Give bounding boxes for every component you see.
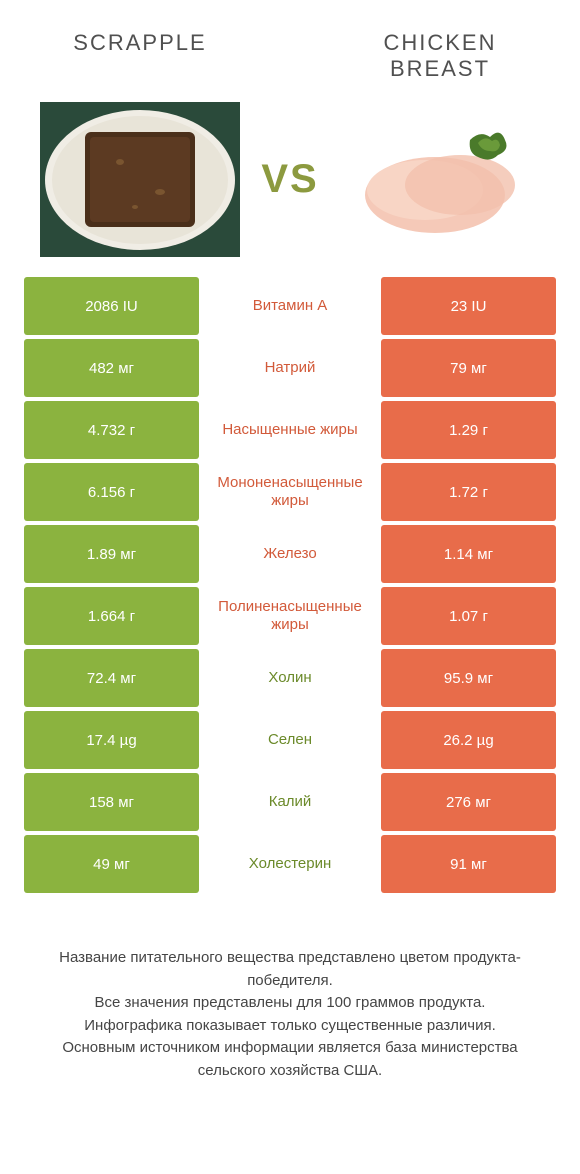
right-value: 1.72 г	[381, 463, 556, 521]
left-food-title: SCRAPPLE	[40, 30, 240, 82]
footer-line: Название питательного вещества представл…	[30, 947, 550, 992]
images-row: VS	[0, 92, 580, 277]
table-row: 482 мгНатрий79 мг	[24, 339, 556, 397]
table-row: 6.156 гМононенасыщенные жиры1.72 г	[24, 463, 556, 521]
table-row: 72.4 мгХолин95.9 мг	[24, 649, 556, 707]
nutrient-label: Холин	[199, 649, 381, 707]
table-row: 1.664 гПолиненасыщенные жиры1.07 г	[24, 587, 556, 645]
table-row: 4.732 гНасыщенные жиры1.29 г	[24, 401, 556, 459]
footer-line: Основным источником информации является …	[30, 1037, 550, 1082]
nutrient-label: Железо	[199, 525, 381, 583]
right-food-title: CHICKEN BREAST	[340, 30, 540, 82]
nutrient-label: Холестерин	[199, 835, 381, 893]
nutrient-label: Полиненасыщенные жиры	[199, 587, 381, 645]
left-value: 17.4 µg	[24, 711, 199, 769]
nutrient-label: Селен	[199, 711, 381, 769]
vs-label: VS	[261, 157, 318, 202]
left-value: 72.4 мг	[24, 649, 199, 707]
nutrient-label: Натрий	[199, 339, 381, 397]
left-value: 1.664 г	[24, 587, 199, 645]
right-value: 23 IU	[381, 277, 556, 335]
left-value: 2086 IU	[24, 277, 199, 335]
chicken-image	[340, 102, 540, 257]
right-value: 1.14 мг	[381, 525, 556, 583]
left-value: 49 мг	[24, 835, 199, 893]
right-value: 1.29 г	[381, 401, 556, 459]
table-row: 1.89 мгЖелезо1.14 мг	[24, 525, 556, 583]
footer-line: Инфографика показывает только существенн…	[30, 1015, 550, 1038]
left-value: 158 мг	[24, 773, 199, 831]
table-row: 17.4 µgСелен26.2 µg	[24, 711, 556, 769]
left-value: 6.156 г	[24, 463, 199, 521]
right-value: 276 мг	[381, 773, 556, 831]
left-value: 4.732 г	[24, 401, 199, 459]
header: SCRAPPLE CHICKEN BREAST	[0, 0, 580, 92]
right-value: 79 мг	[381, 339, 556, 397]
scrapple-image	[40, 102, 240, 257]
table-row: 158 мгКалий276 мг	[24, 773, 556, 831]
right-value: 91 мг	[381, 835, 556, 893]
right-value: 95.9 мг	[381, 649, 556, 707]
nutrient-label: Насыщенные жиры	[199, 401, 381, 459]
nutrition-table: 2086 IUВитамин A23 IU482 мгНатрий79 мг4.…	[0, 277, 580, 893]
left-value: 1.89 мг	[24, 525, 199, 583]
right-value: 26.2 µg	[381, 711, 556, 769]
nutrient-label: Мононенасыщенные жиры	[199, 463, 381, 521]
nutrient-label: Калий	[199, 773, 381, 831]
table-row: 2086 IUВитамин A23 IU	[24, 277, 556, 335]
right-value: 1.07 г	[381, 587, 556, 645]
footer-line: Все значения представлены для 100 граммо…	[30, 992, 550, 1015]
left-value: 482 мг	[24, 339, 199, 397]
footer-notes: Название питательного вещества представл…	[0, 897, 580, 1082]
nutrient-label: Витамин A	[199, 277, 381, 335]
table-row: 49 мгХолестерин91 мг	[24, 835, 556, 893]
